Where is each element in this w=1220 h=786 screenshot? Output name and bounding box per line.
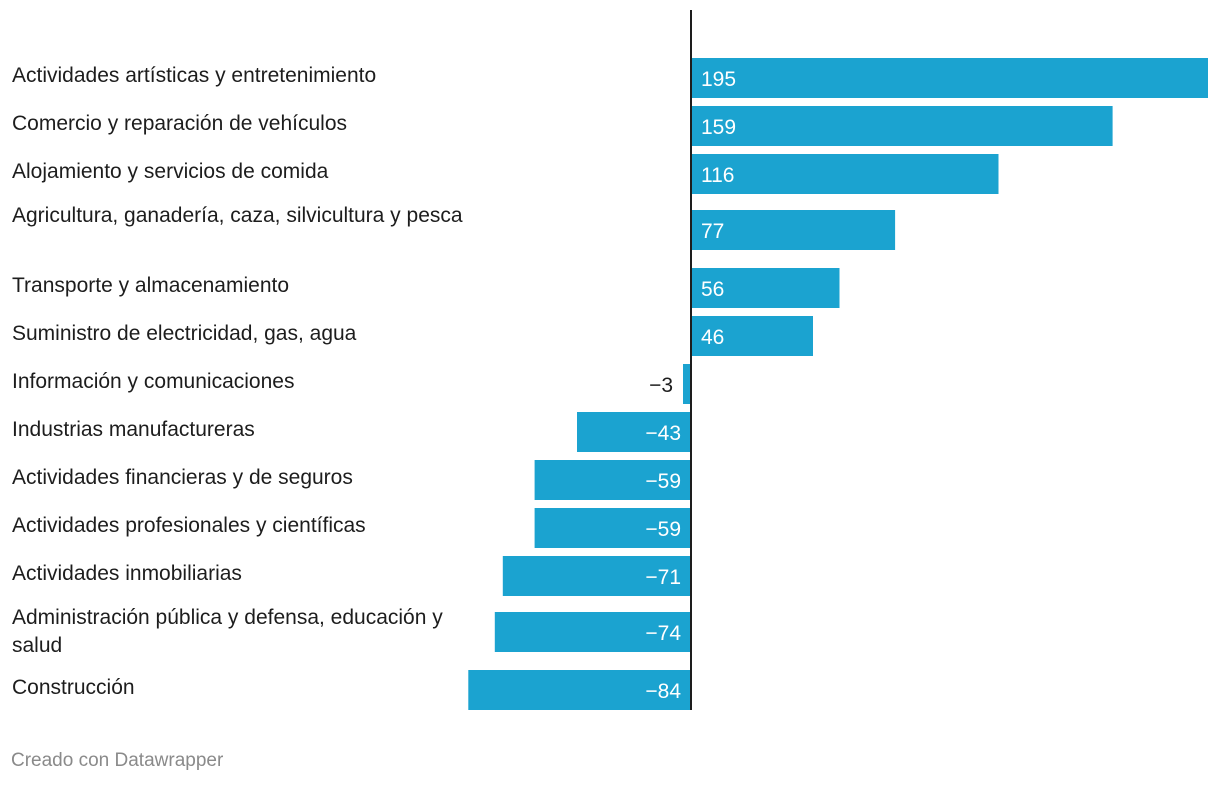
bar-9	[534, 508, 691, 548]
category-label-4: Transporte y almacenamiento	[12, 274, 290, 297]
value-label-2: 116	[701, 164, 734, 187]
value-label-10: −71	[645, 566, 681, 589]
bar-12	[468, 670, 691, 710]
value-label-5: 46	[701, 326, 724, 349]
value-label-8: −59	[645, 470, 681, 493]
category-label-8: Actividades financieras y de seguros	[12, 466, 353, 489]
bar-4	[691, 268, 840, 308]
value-label-12: −84	[645, 680, 681, 703]
chart-svg: 195 159 116 77 56 46 −3 −43 −59 −59 −71 −74 −84	[468, 10, 1208, 710]
bar-2	[691, 154, 999, 194]
value-label-0: 195	[701, 68, 736, 91]
value-label-1: 159	[701, 116, 736, 139]
category-label-2: Alojamiento y servicios de comida	[12, 160, 329, 183]
bar-10	[502, 556, 691, 596]
category-label-12: Construcción	[12, 676, 135, 699]
category-label-0: Actividades artísticas y entretenimiento	[12, 64, 377, 87]
bar-6	[683, 364, 691, 404]
datawrapper-credit[interactable]: Creado con Datawrapper	[11, 750, 224, 771]
category-label-11: Administración pública y defensa, educac…	[12, 606, 443, 657]
category-label-10: Actividades inmobiliarias	[12, 562, 242, 585]
bar-7	[577, 412, 691, 452]
category-label-5: Suministro de electricidad, gas, agua	[12, 322, 357, 345]
bar-8	[534, 460, 691, 500]
bar-3	[691, 210, 896, 250]
value-label-11: −74	[645, 622, 681, 645]
value-label-4: 56	[701, 278, 724, 301]
bar-11	[494, 612, 691, 652]
category-label-1: Comercio y reparación de vehículos	[12, 112, 347, 135]
value-label-3: 77	[701, 220, 724, 243]
bar-5	[691, 316, 813, 356]
value-label-9: −59	[645, 518, 681, 541]
bar-0	[691, 58, 1208, 98]
value-label-6: −3	[649, 374, 673, 397]
category-label-7: Industrias manufactureras	[12, 418, 255, 441]
value-label-7: −43	[645, 422, 681, 445]
category-label-6: Información y comunicaciones	[12, 370, 295, 393]
category-label-3: Agricultura, ganadería, caza, silvicultu…	[12, 204, 463, 227]
bar-1	[691, 106, 1113, 146]
category-label-9: Actividades profesionales y científicas	[12, 514, 366, 537]
bar-chart: 195 159 116 77 56 46 −3 −43 −59 −59 −71 −74 −84 Acti…	[12, 10, 1208, 710]
